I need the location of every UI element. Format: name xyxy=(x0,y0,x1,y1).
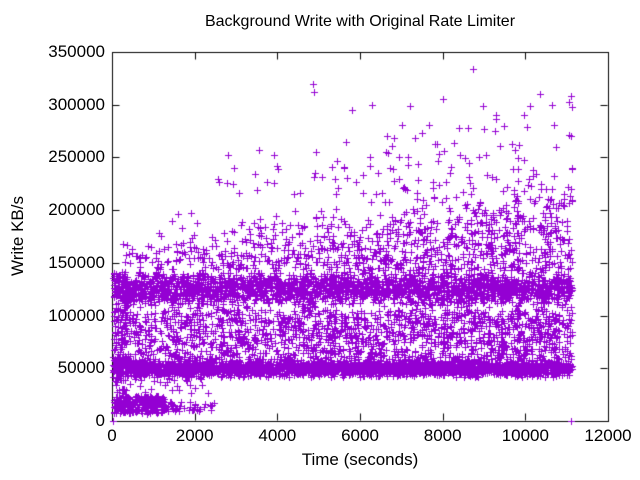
y-tick-label: 250000 xyxy=(48,147,105,167)
x-tick-label: 10000 xyxy=(501,426,549,445)
y-tick-label: 100000 xyxy=(48,305,105,325)
y-tick-label: 300000 xyxy=(48,94,105,114)
y-axis-label: Write KB/s xyxy=(8,196,27,276)
x-tick-label: 2000 xyxy=(175,426,214,445)
y-tick-label: 200000 xyxy=(48,200,105,220)
y-tick-label: 0 xyxy=(95,411,105,430)
x-tick-label: 4000 xyxy=(258,426,297,445)
y-tick-label: 350000 xyxy=(48,42,105,61)
x-axis-label: Time (seconds) xyxy=(301,450,419,469)
y-tick-label: 50000 xyxy=(57,358,105,378)
x-tick-label: 8000 xyxy=(423,426,462,445)
chart-title: Background Write with Original Rate Limi… xyxy=(204,13,516,30)
x-tick-label: 6000 xyxy=(341,426,379,445)
y-tick-label: 150000 xyxy=(48,252,105,272)
x-tick-label: 0 xyxy=(107,426,117,445)
x-tick-label: 12000 xyxy=(584,426,632,445)
